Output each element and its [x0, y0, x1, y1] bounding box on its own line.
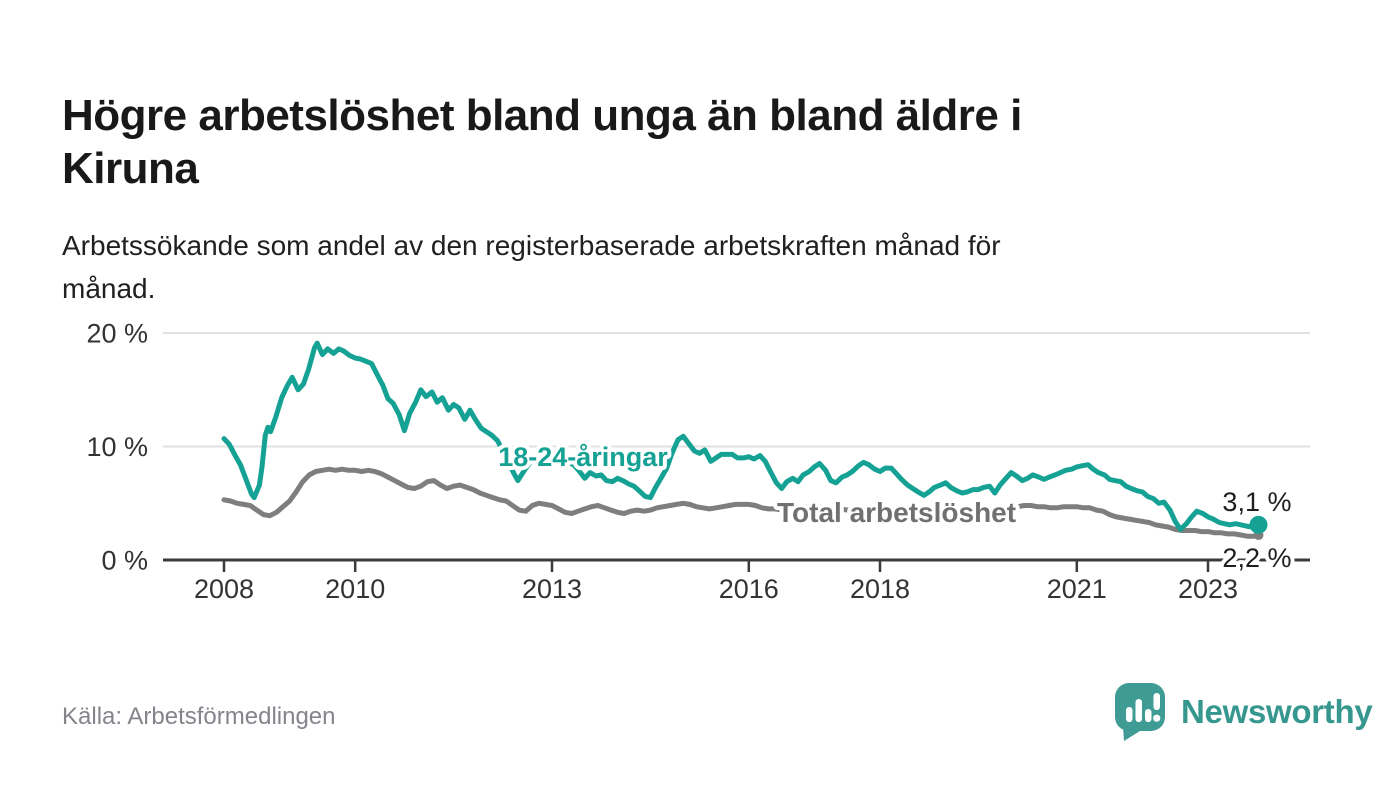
series-label: Total arbetslöshet [777, 497, 1016, 528]
line-chart: 0 % 10 % 20 % 2008 2010 2013 2016 2018 2021 2023 1… [86, 319, 1310, 600]
y-axis-tick-label: 10 % [86, 432, 148, 462]
chart-subtitle: Arbetssökande som andel av den registerb… [62, 224, 1302, 310]
series-line-total [221, 466, 1261, 539]
x-axis-tick-label: 2008 [194, 574, 254, 600]
newsworthy-wordmark: Newsworthy [1181, 693, 1373, 730]
x-axis-tick-label: 2016 [719, 574, 779, 600]
x-axis-tick-label: 2010 [325, 574, 385, 600]
x-axis-tick-label: 2023 [1178, 574, 1238, 600]
series-end-dot-young [1249, 515, 1268, 534]
source-note: Källa: Arbetsförmedlingen [62, 703, 336, 730]
subtitle-line-1: Arbetssökande som andel av den registerb… [62, 230, 1001, 261]
title-line-1: Högre arbetslöshet bland unga än bland ä… [62, 91, 1022, 141]
subtitle-line-2: månad. [62, 273, 156, 304]
x-axis-tick-label: 2021 [1047, 574, 1107, 600]
end-value-label: 3,1 % [1222, 487, 1291, 517]
page-title: Högre arbetslöshet bland unga än bland ä… [62, 89, 1302, 195]
x-axis-tick-label: 2013 [522, 574, 582, 600]
y-axis-tick-label: 20 % [86, 319, 148, 349]
y-axis-tick-label: 0 % [101, 546, 148, 576]
title-line-2: Kiruna [62, 144, 199, 194]
x-axis-tick-label: 2018 [850, 574, 910, 600]
end-value-label: 2,2 % [1222, 543, 1291, 573]
newsworthy-brand: Newsworthy [1112, 682, 1373, 742]
series-label: 18-24-åringar [498, 442, 668, 472]
series-line-young [221, 340, 1261, 532]
newsworthy-logo-icon [1115, 683, 1165, 741]
